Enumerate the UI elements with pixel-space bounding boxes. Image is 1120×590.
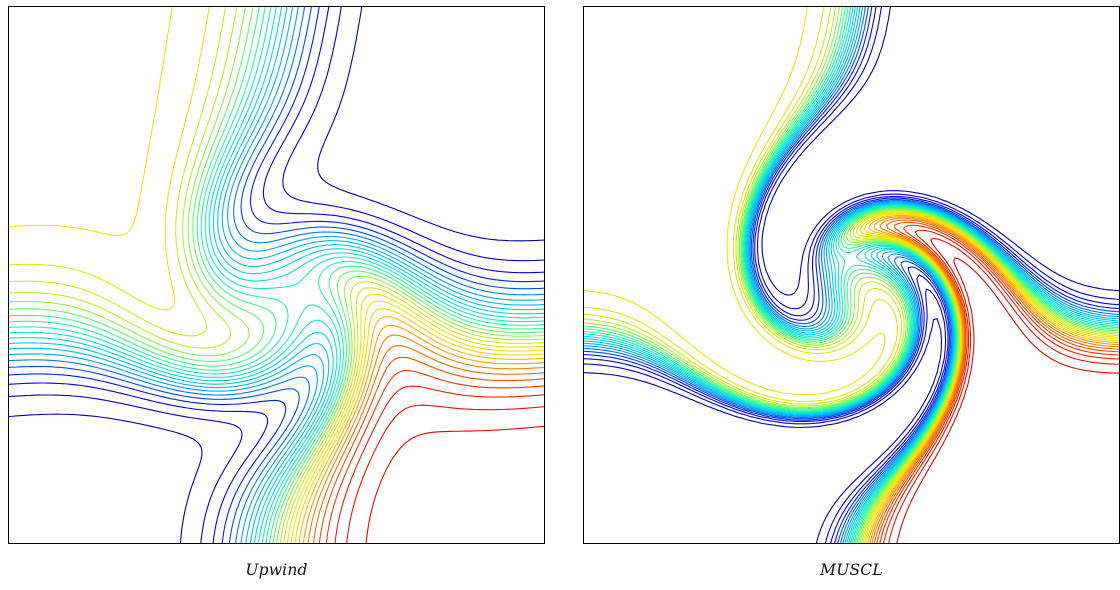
muscl-contour-level-4 xyxy=(584,7,1119,543)
muscl-contour-level-26 xyxy=(876,221,1119,543)
upwind-contour-level-30 xyxy=(365,425,544,543)
upwind-contour-level-22 xyxy=(298,316,544,543)
upwind-contour-level-1 xyxy=(9,7,544,543)
muscl-contour-level-16 xyxy=(584,7,1119,543)
muscl-contour-level-10 xyxy=(584,7,1119,543)
upwind-contour-level-21 xyxy=(294,308,544,543)
caption-upwind: Upwind xyxy=(245,561,308,579)
muscl-contour-level-27 xyxy=(879,224,1119,543)
upwind-contour-level-17 xyxy=(9,7,544,543)
muscl-contour-level-19 xyxy=(584,7,1119,543)
upwind-contour-level-11 xyxy=(9,7,544,543)
muscl-contour-level-22 xyxy=(867,214,1119,543)
muscl-contour-level-29 xyxy=(888,238,1119,543)
upwind-contour-level-25 xyxy=(312,344,544,543)
upwind-contour-level-19 xyxy=(9,7,544,543)
contour-svg-upwind xyxy=(9,7,544,543)
upwind-contour-level-5 xyxy=(9,7,544,543)
contour-plot-muscl xyxy=(583,6,1120,544)
upwind-contour-level-24 xyxy=(307,334,544,543)
upwind-contour-level-29 xyxy=(346,404,544,543)
muscl-contour-level-23 xyxy=(869,216,1119,543)
muscl-contour-level-13 xyxy=(584,7,1119,543)
muscl-contour-level-5 xyxy=(584,7,1119,543)
upwind-contour-level-3 xyxy=(9,7,544,543)
muscl-contour-level-11 xyxy=(584,7,1119,543)
muscl-contour-level-18 xyxy=(584,7,1119,543)
upwind-contour-level-6 xyxy=(9,7,544,543)
muscl-contour-level-17 xyxy=(584,7,1119,543)
muscl-contour-level-28 xyxy=(883,229,1119,543)
upwind-contour-level-10 xyxy=(9,7,544,543)
upwind-contour-level-7 xyxy=(9,7,544,543)
upwind-contour-level-15 xyxy=(9,7,544,543)
upwind-contour-level-2 xyxy=(9,7,544,543)
muscl-contour-level-6 xyxy=(584,7,1119,543)
muscl-contour-level-1 xyxy=(584,7,1119,543)
muscl-contour-level-24 xyxy=(871,217,1119,543)
muscl-contour-level-3 xyxy=(584,7,1119,543)
muscl-contour-level-14 xyxy=(584,7,1119,543)
muscl-contour-level-25 xyxy=(873,219,1119,543)
muscl-contour-level-9 xyxy=(584,7,1119,543)
upwind-contour-level-18 xyxy=(9,7,544,543)
upwind-contour-level-20 xyxy=(9,7,544,543)
muscl-contour-level-20 xyxy=(584,7,1119,543)
contour-plot-upwind xyxy=(8,6,545,544)
muscl-contour-level-15 xyxy=(584,7,1119,543)
contour-svg-muscl xyxy=(584,7,1119,543)
upwind-contour-level-14 xyxy=(9,7,544,543)
upwind-contour-level-26 xyxy=(318,356,544,543)
upwind-contour-level-16 xyxy=(9,7,544,543)
upwind-contour-level-9 xyxy=(9,7,544,543)
upwind-contour-level-27 xyxy=(325,370,544,543)
muscl-contour-level-7 xyxy=(584,7,1119,543)
upwind-contour-level-13 xyxy=(9,7,544,543)
muscl-contour-level-2 xyxy=(584,7,1119,543)
upwind-contour-level-8 xyxy=(9,7,544,543)
muscl-contour-level-30 xyxy=(896,257,1119,543)
muscl-contour-level-8 xyxy=(584,7,1119,543)
muscl-contour-level-12 xyxy=(584,7,1119,543)
muscl-contour-level-21 xyxy=(863,213,1119,543)
upwind-contour-level-28 xyxy=(334,385,544,543)
upwind-contour-level-23 xyxy=(303,324,544,543)
upwind-contour-level-4 xyxy=(9,7,544,543)
upwind-contour-level-12 xyxy=(9,7,544,543)
caption-muscl: MUSCL xyxy=(820,561,883,579)
